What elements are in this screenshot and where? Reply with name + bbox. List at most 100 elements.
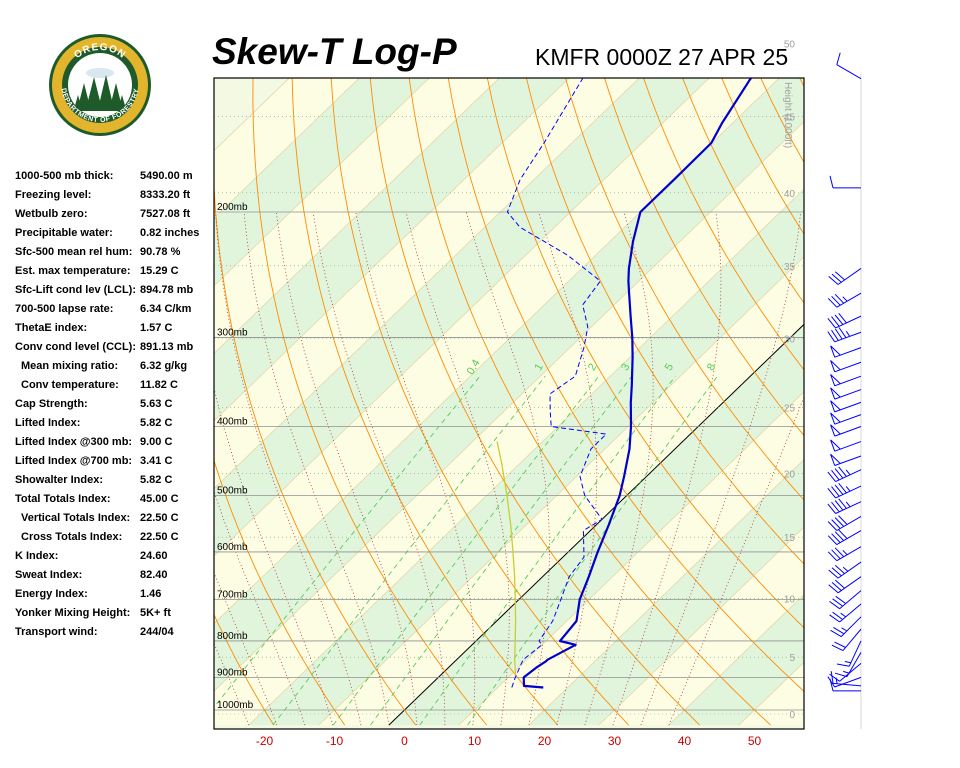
temperature-tick-label: 0: [401, 734, 408, 748]
wind-barb: [827, 466, 862, 483]
index-row: Cross Totals Index: 22.50 C: [15, 531, 235, 550]
dry-adiabat: [252, 78, 488, 726]
wind-barb: [827, 515, 862, 531]
height-axis-label: Height (1000ft): [782, 82, 793, 148]
isotherm: [214, 78, 640, 490]
index-row: ThetaE index: 1.57 C: [15, 322, 235, 341]
index-value: 45.00 C: [140, 493, 179, 505]
index-label: ThetaE index:: [15, 322, 88, 334]
index-value: 5.82 C: [140, 474, 173, 486]
wind-barb: [831, 628, 862, 652]
wind-barb: [829, 603, 862, 623]
index-label: Transport wind:: [15, 626, 98, 638]
wind-barb: [828, 576, 862, 594]
index-label: K Index:: [15, 550, 59, 562]
mixing-ratio-line: [467, 375, 718, 726]
pressure-label: 700mb: [217, 590, 248, 601]
moist-adiabat: [243, 211, 390, 726]
wind-barb: [834, 652, 862, 678]
dry-adiabat: [369, 78, 700, 726]
temperature-tick-label: 20: [538, 734, 552, 748]
moist-adiabat: [214, 386, 334, 726]
index-value: 90.78 %: [140, 246, 181, 258]
index-value: 82.40: [140, 569, 168, 581]
index-label: Sweat Index:: [15, 569, 83, 581]
wind-barb: [830, 412, 862, 425]
moist-adiabat: [275, 211, 418, 726]
wind-barb: [827, 327, 862, 343]
dry-adiabat: [565, 78, 804, 501]
oregon-forestry-logo: OREGON DEPARTMENT OF FORESTRY: [49, 34, 151, 136]
parcel-trace: [496, 441, 517, 676]
wind-barb: [836, 52, 862, 80]
height-tick-label: 0: [789, 710, 795, 721]
wind-barb: [830, 387, 862, 400]
index-row: Energy Index: 1.46: [15, 588, 235, 607]
height-tick-label: 5: [789, 653, 795, 664]
index-value: 3.41 C: [140, 455, 173, 467]
index-label: Freezing level:: [15, 189, 92, 201]
wind-barb: [829, 175, 862, 189]
moist-adiabat: [405, 211, 510, 726]
dry-adiabat: [214, 613, 275, 726]
isotherm: [668, 594, 804, 726]
isotherm: [214, 78, 710, 557]
index-label: Lifted Index:: [15, 417, 81, 429]
isotherm: [214, 78, 570, 422]
index-row: 700-500 lapse rate: 6.34 C/km: [15, 303, 235, 322]
height-tick-label: 45: [784, 113, 796, 124]
index-row: Cap Strength: 5.63 C: [15, 398, 235, 417]
index-value: 5.82 C: [140, 417, 173, 429]
index-row: Sfc-500 mean rel hum: 90.78 %: [15, 246, 235, 265]
height-tick-label: 25: [784, 403, 796, 414]
wind-barb: [827, 292, 862, 308]
moist-adiabat: [465, 211, 550, 726]
pressure-label: 900mb: [217, 667, 248, 678]
index-value: 24.60: [140, 550, 168, 562]
index-label: Conv temperature:: [21, 379, 119, 391]
height-tick-label: 30: [784, 334, 796, 345]
wind-barb: [830, 345, 862, 358]
index-value: 5.63 C: [140, 398, 173, 410]
index-row: Mean mixing ratio: 6.32 g/kg: [15, 360, 235, 379]
temperature-tick-label: -20: [256, 734, 274, 748]
temperature-trace: [522, 78, 753, 689]
index-value: 11.82 C: [140, 379, 178, 391]
isotherm: [214, 78, 290, 152]
pressure-label: 200mb: [217, 202, 248, 213]
index-value: 244/04: [140, 626, 174, 638]
index-value: 9.00 C: [140, 436, 173, 448]
dry-adiabat: [486, 78, 804, 629]
index-row: Lifted Index: 5.82 C: [15, 417, 235, 436]
height-tick-label: 10: [784, 594, 796, 605]
height-tick-label: 50: [784, 39, 796, 50]
index-row: 1000-500 mb thick: 5490.00 m: [15, 170, 235, 189]
isotherm: [214, 78, 780, 625]
index-value: 894.78 mb: [140, 284, 194, 296]
index-row: Yonker Mixing Height: 5K+ ft: [15, 607, 235, 626]
index-row: Lifted Index @700 mb: 3.41 C: [15, 455, 235, 474]
index-label: Sfc-500 mean rel hum:: [15, 246, 133, 258]
index-label: 1000-500 mb thick:: [15, 170, 114, 182]
wind-barb: [830, 439, 862, 452]
pressure-label: 300mb: [217, 327, 248, 338]
isotherm: [528, 458, 804, 726]
index-label: Showalter Index:: [15, 474, 104, 486]
mixing-ratio-line: [214, 375, 481, 708]
index-row: Conv cond level (CCL): 891.13 mb: [15, 341, 235, 360]
index-value: 1.46: [140, 588, 162, 600]
wind-barb: [827, 546, 862, 562]
dry-adiabat: [604, 78, 804, 437]
pressure-label: 800mb: [217, 631, 248, 642]
dewpoint-trace: [506, 78, 607, 688]
height-tick-label: 15: [784, 533, 796, 544]
wind-barb: [827, 529, 862, 546]
mixing-ratio-label: 2: [586, 362, 599, 373]
index-row: Sfc-Lift cond lev (LCL): 894.78 mb: [15, 284, 235, 303]
index-label: Total Totals Index:: [15, 493, 111, 505]
index-value: 5K+ ft: [140, 607, 171, 619]
wind-barb: [827, 312, 862, 329]
pressure-label: 500mb: [217, 486, 248, 497]
index-label: Lifted Index @700 mb:: [15, 455, 133, 467]
